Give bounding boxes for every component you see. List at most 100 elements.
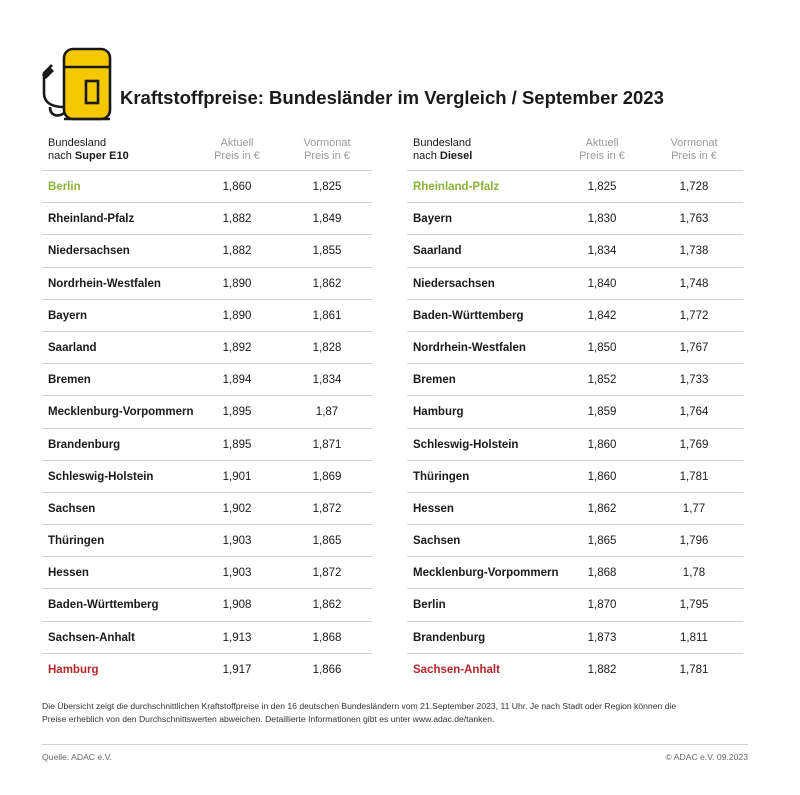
current-price: 1,860 bbox=[587, 470, 617, 483]
bundesland-name: Baden-Württemberg bbox=[48, 599, 159, 612]
bundesland-name: Rheinland-Pfalz bbox=[48, 213, 135, 226]
divider bbox=[42, 744, 748, 745]
bundesland-name: Hamburg bbox=[48, 663, 99, 676]
previous-price: 1,868 bbox=[312, 631, 342, 644]
table-row: Niedersachsen 1,840 1,748 bbox=[407, 268, 743, 300]
bundesland-name: Niedersachsen bbox=[48, 245, 130, 258]
previous-price: 1,796 bbox=[679, 535, 709, 548]
previous-price: 1,781 bbox=[679, 470, 709, 483]
bundesland-name: Bayern bbox=[48, 309, 87, 322]
current-price: 1,913 bbox=[222, 631, 252, 644]
bundesland-name: Niedersachsen bbox=[413, 277, 495, 290]
previous-price: 1,748 bbox=[679, 277, 709, 290]
current-price: 1,834 bbox=[587, 245, 617, 258]
header-unit: Preis in € bbox=[671, 150, 717, 162]
table-row: Thüringen 1,903 1,865 bbox=[42, 525, 372, 558]
previous-price: 1,77 bbox=[682, 502, 706, 515]
table-row: Brandenburg 1,895 1,871 bbox=[42, 429, 372, 461]
table-row: Schleswig-Holstein 1,860 1,769 bbox=[407, 429, 743, 461]
previous-price: 1,87 bbox=[315, 406, 339, 419]
source-label: Quelle: ADAC e.V. bbox=[42, 752, 112, 762]
header-label: nach Super E10 bbox=[48, 150, 129, 163]
previous-price: 1,862 bbox=[312, 277, 342, 290]
column-header-aktuell: Aktuell Preis in € bbox=[557, 137, 647, 163]
footnote-line: Preise erheblich von den Durchschnittswe… bbox=[42, 714, 495, 724]
table-body: Berlin 1,860 1,825 Rheinland-Pfalz 1,882 1,84… bbox=[42, 171, 372, 686]
bundesland-name: Berlin bbox=[413, 599, 446, 612]
footnote-line: Die Übersicht zeigt die durchschnittlich… bbox=[42, 701, 677, 711]
column-header-bundesland: Bundesland nach Super E10 bbox=[48, 137, 129, 163]
bundesland-name: Sachsen bbox=[48, 502, 96, 515]
column-header-bundesland: Bundesland nach Diesel bbox=[413, 137, 472, 163]
table-row: Hamburg 1,859 1,764 bbox=[407, 396, 743, 429]
column-header-aktuell: Aktuell Preis in € bbox=[192, 137, 282, 163]
current-price: 1,868 bbox=[587, 567, 617, 580]
table-row: Rheinland-Pfalz 1,825 1,728 bbox=[407, 171, 743, 204]
previous-price: 1,795 bbox=[679, 599, 709, 612]
current-price: 1,862 bbox=[587, 502, 617, 515]
table-row: Bayern 1,830 1,763 bbox=[407, 203, 743, 236]
header-label: Aktuell bbox=[220, 137, 254, 149]
current-price: 1,860 bbox=[587, 438, 617, 451]
bundesland-name: Sachsen-Anhalt bbox=[413, 663, 500, 676]
bundesland-name: Hamburg bbox=[413, 406, 464, 419]
bundesland-name: Mecklenburg-Vorpommern bbox=[48, 406, 194, 419]
current-price: 1,870 bbox=[587, 599, 617, 612]
current-price: 1,908 bbox=[222, 599, 252, 612]
previous-price: 1,781 bbox=[679, 663, 709, 676]
header-label: Vormonat bbox=[670, 137, 718, 149]
current-price: 1,859 bbox=[587, 406, 617, 419]
bundesland-name: Sachsen bbox=[413, 535, 461, 548]
header-unit: Preis in € bbox=[579, 150, 625, 162]
header-prefix: nach bbox=[413, 150, 440, 162]
bundesland-name: Thüringen bbox=[413, 470, 470, 483]
bundesland-name: Brandenburg bbox=[48, 438, 121, 451]
current-price: 1,830 bbox=[587, 213, 617, 226]
bundesland-name: Rheinland-Pfalz bbox=[413, 181, 500, 193]
table-row: Sachsen-Anhalt 1,913 1,868 bbox=[42, 622, 372, 654]
header-unit: Preis in € bbox=[214, 150, 260, 162]
current-price: 1,890 bbox=[222, 309, 252, 322]
fuel-type-label: Diesel bbox=[439, 150, 473, 162]
previous-price: 1,764 bbox=[679, 406, 709, 419]
bundesland-name: Bremen bbox=[48, 374, 91, 387]
current-price: 1,890 bbox=[222, 277, 252, 290]
header-label: Aktuell bbox=[585, 137, 619, 149]
previous-price: 1,825 bbox=[312, 181, 342, 193]
previous-price: 1,733 bbox=[679, 374, 709, 387]
table-row: Nordrhein-Westfalen 1,850 1,767 bbox=[407, 332, 743, 365]
current-price: 1,840 bbox=[587, 277, 617, 290]
table-row: Hessen 1,862 1,77 bbox=[407, 493, 743, 526]
current-price: 1,842 bbox=[587, 309, 617, 322]
table-row: Rheinland-Pfalz 1,882 1,849 bbox=[42, 203, 372, 236]
footnote: Die Übersicht zeigt die durchschnittlich… bbox=[42, 700, 742, 726]
table-row: Berlin 1,870 1,795 bbox=[407, 589, 743, 622]
bundesland-name: Thüringen bbox=[48, 535, 105, 548]
current-price: 1,903 bbox=[222, 567, 252, 580]
header: Kraftstoffpreise: Bundesländer im Vergle… bbox=[40, 45, 760, 125]
table-row: Sachsen 1,865 1,796 bbox=[407, 525, 743, 558]
previous-price: 1,78 bbox=[682, 567, 706, 580]
previous-price: 1,769 bbox=[679, 438, 709, 451]
header-unit: Preis in € bbox=[304, 150, 350, 162]
table-row: Niedersachsen 1,882 1,855 bbox=[42, 235, 372, 268]
super-e10-table: Bundesland nach Super E10 Aktuell Preis … bbox=[42, 134, 372, 686]
current-price: 1,892 bbox=[222, 341, 252, 354]
bundesland-name: Nordrhein-Westfalen bbox=[48, 277, 161, 290]
previous-price: 1,871 bbox=[312, 438, 342, 451]
bundesland-name: Nordrhein-Westfalen bbox=[413, 341, 526, 354]
current-price: 1,895 bbox=[222, 406, 252, 419]
previous-price: 1,855 bbox=[312, 245, 342, 258]
table-row: Saarland 1,892 1,828 bbox=[42, 332, 372, 365]
bundesland-name: Mecklenburg-Vorpommern bbox=[413, 567, 559, 580]
table-row: Mecklenburg-Vorpommern 1,868 1,78 bbox=[407, 557, 743, 590]
table-row: Bremen 1,894 1,834 bbox=[42, 364, 372, 397]
bundesland-name: Saarland bbox=[413, 245, 462, 258]
current-price: 1,882 bbox=[222, 245, 252, 258]
table-header: Bundesland nach Diesel Aktuell Preis in … bbox=[407, 134, 743, 171]
previous-price: 1,862 bbox=[312, 599, 342, 612]
table-row: Berlin 1,860 1,825 bbox=[42, 171, 372, 204]
current-price: 1,901 bbox=[222, 470, 252, 483]
column-header-vormonat: Vormonat Preis in € bbox=[282, 137, 372, 163]
table-row: Sachsen-Anhalt 1,882 1,781 bbox=[407, 654, 743, 686]
